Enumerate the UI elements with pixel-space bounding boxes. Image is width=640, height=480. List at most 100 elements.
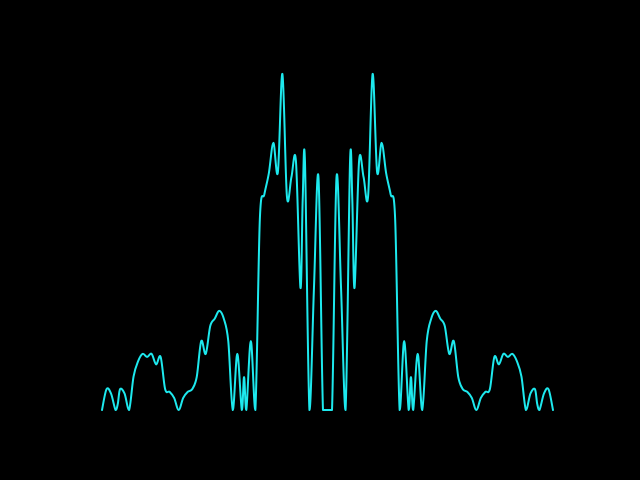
data-point-0-83 bbox=[453, 340, 455, 342]
data-point-0-25 bbox=[209, 325, 211, 327]
data-point-0-4 bbox=[117, 403, 119, 405]
data-point-0-19 bbox=[182, 397, 184, 399]
data-point-0-89 bbox=[480, 397, 482, 399]
data-point-0-20 bbox=[187, 391, 189, 393]
data-point-0-17 bbox=[173, 397, 175, 399]
data-point-0-34 bbox=[245, 409, 247, 411]
data-point-0-86 bbox=[466, 391, 468, 393]
data-point-0-43 bbox=[286, 195, 288, 197]
data-point-0-100 bbox=[529, 393, 531, 395]
data-point-0-87 bbox=[471, 397, 473, 399]
data-point-0-85 bbox=[462, 388, 464, 390]
data-point-0-28 bbox=[223, 318, 225, 320]
data-point-0-27 bbox=[218, 310, 220, 312]
data-point-0-64 bbox=[372, 73, 374, 75]
data-point-0-45 bbox=[295, 160, 297, 162]
data-point-0-84 bbox=[457, 376, 459, 378]
data-point-0-5 bbox=[119, 388, 121, 390]
data-point-0-44 bbox=[290, 176, 292, 178]
data-point-0-79 bbox=[435, 310, 437, 312]
data-point-0-46 bbox=[299, 287, 301, 289]
data-point-0-63 bbox=[367, 195, 369, 197]
data-point-0-70 bbox=[399, 409, 401, 411]
series-line-0 bbox=[101, 72, 554, 411]
data-point-0-95 bbox=[507, 356, 509, 358]
data-point-0-41 bbox=[277, 171, 279, 173]
data-point-0-74 bbox=[412, 409, 414, 411]
data-point-0-58 bbox=[349, 160, 351, 162]
data-point-0-30 bbox=[232, 409, 234, 411]
data-point-0-53 bbox=[327, 409, 329, 411]
data-point-0-77 bbox=[426, 340, 428, 342]
data-point-0-9 bbox=[137, 360, 139, 362]
data-point-0-69 bbox=[394, 218, 396, 220]
data-point-0-40 bbox=[272, 142, 274, 144]
data-point-0-103 bbox=[538, 409, 540, 411]
data-point-0-67 bbox=[385, 172, 387, 174]
series-layer bbox=[101, 72, 554, 411]
data-point-0-98 bbox=[520, 375, 522, 377]
data-point-0-97 bbox=[516, 360, 518, 362]
data-point-0-51 bbox=[317, 176, 319, 178]
data-point-0-39 bbox=[268, 172, 270, 174]
data-point-0-99 bbox=[525, 409, 527, 411]
data-point-0-106 bbox=[552, 409, 554, 411]
data-point-0-49 bbox=[308, 409, 310, 411]
data-point-0-73 bbox=[410, 376, 412, 378]
data-point-0-60 bbox=[354, 287, 356, 289]
data-point-0-91 bbox=[489, 388, 491, 390]
data-point-0-26 bbox=[214, 318, 216, 320]
data-point-0-54 bbox=[331, 409, 333, 411]
data-point-0-23 bbox=[200, 340, 202, 342]
data-point-0-29 bbox=[227, 340, 229, 342]
data-point-0-71 bbox=[403, 340, 405, 342]
data-point-0-57 bbox=[345, 409, 347, 411]
data-point-0-65 bbox=[376, 171, 378, 173]
data-point-0-15 bbox=[164, 388, 166, 390]
data-point-0-61 bbox=[358, 160, 360, 162]
data-point-0-105 bbox=[547, 388, 549, 390]
data-point-0-35 bbox=[250, 340, 252, 342]
data-point-0-66 bbox=[381, 142, 383, 144]
data-point-0-1 bbox=[106, 388, 108, 390]
data-point-0-37 bbox=[259, 218, 261, 220]
data-point-0-13 bbox=[155, 363, 157, 365]
data-point-0-11 bbox=[146, 356, 148, 358]
data-point-0-101 bbox=[534, 388, 536, 390]
data-point-0-0 bbox=[101, 409, 103, 411]
data-point-0-75 bbox=[417, 353, 419, 355]
data-point-0-16 bbox=[169, 391, 171, 393]
data-point-0-50 bbox=[313, 287, 315, 289]
data-point-0-42 bbox=[281, 73, 283, 75]
data-point-0-21 bbox=[191, 388, 193, 390]
data-point-0-88 bbox=[475, 409, 477, 411]
data-point-0-31 bbox=[236, 353, 238, 355]
data-point-0-38 bbox=[263, 193, 265, 195]
data-point-0-32 bbox=[241, 409, 243, 411]
data-point-0-76 bbox=[421, 409, 423, 411]
data-point-0-12 bbox=[151, 353, 153, 355]
data-point-0-48 bbox=[304, 160, 306, 162]
data-point-0-2 bbox=[110, 393, 112, 395]
data-point-0-47 bbox=[302, 199, 304, 201]
data-point-0-104 bbox=[543, 393, 545, 395]
data-point-0-7 bbox=[128, 409, 130, 411]
data-point-0-62 bbox=[363, 176, 365, 178]
data-point-0-8 bbox=[133, 375, 135, 377]
data-point-0-68 bbox=[390, 193, 392, 195]
data-point-0-52 bbox=[322, 409, 324, 411]
data-point-0-78 bbox=[430, 318, 432, 320]
data-point-0-3 bbox=[115, 409, 117, 411]
data-point-0-36 bbox=[254, 409, 256, 411]
data-point-0-81 bbox=[444, 325, 446, 327]
data-point-0-6 bbox=[124, 393, 126, 395]
data-point-0-59 bbox=[351, 199, 353, 201]
data-point-0-10 bbox=[142, 353, 144, 355]
data-point-0-90 bbox=[484, 391, 486, 393]
data-point-0-92 bbox=[493, 356, 495, 358]
data-point-0-55 bbox=[336, 176, 338, 178]
data-point-0-22 bbox=[196, 376, 198, 378]
data-point-0-94 bbox=[502, 353, 504, 355]
